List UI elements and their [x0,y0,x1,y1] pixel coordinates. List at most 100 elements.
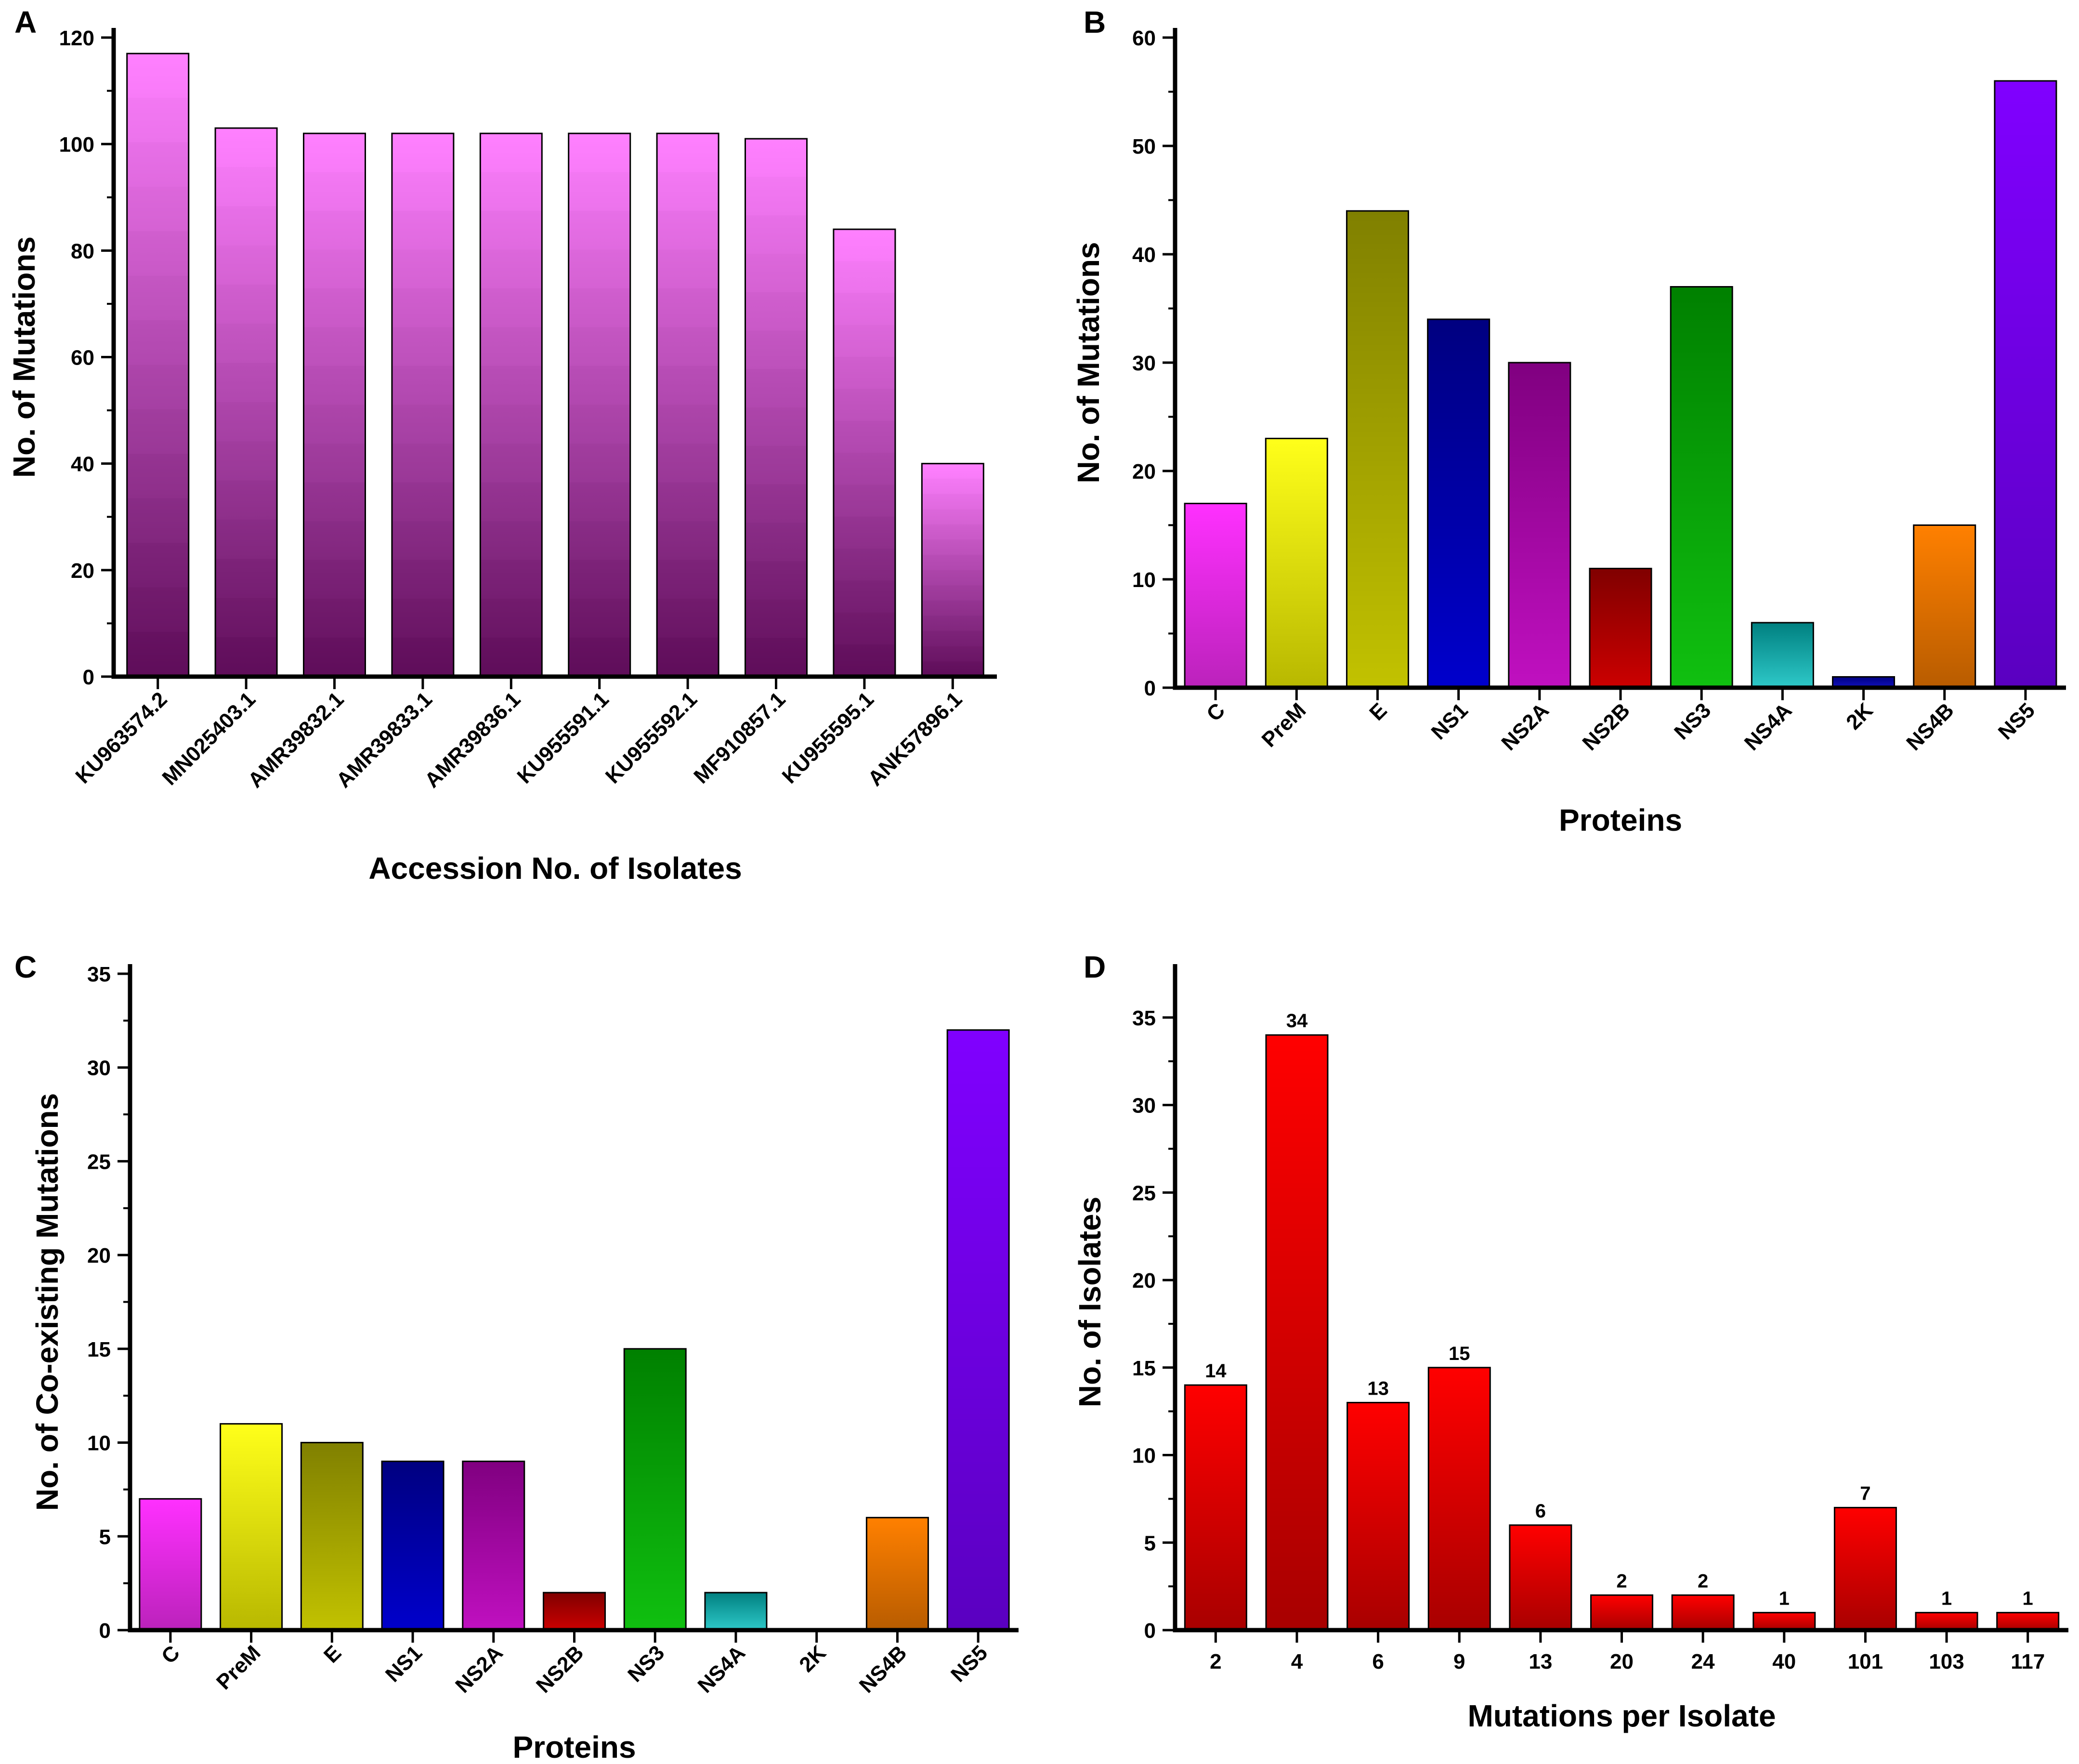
y-tick-label: 0 [1144,677,1156,700]
x-tick-label: AMR39836.1 [420,687,525,792]
x-tick-label: NS4A [693,1641,750,1698]
x-tick-label: 9 [1453,1650,1465,1673]
bar-4 [1265,1034,1329,1631]
data-label: 7 [1860,1483,1870,1504]
bar-ns4a [704,1592,768,1631]
x-tick-label: KU955592.1 [601,687,702,788]
bar-9 [1427,1367,1491,1631]
x-tick-label: PreM [1257,698,1311,752]
y-tick-label: 30 [87,1057,111,1080]
x-tick-label: NS1 [381,1641,427,1686]
y-tick-label: 20 [87,1244,111,1267]
data-label: 15 [1449,1343,1470,1364]
x-tick-label: NS1 [1427,698,1473,744]
x-tick-label: E [319,1641,346,1667]
panel-letter: C [14,950,37,984]
y-tick-label: 30 [1132,1094,1156,1118]
x-tick-label: C [157,1641,184,1668]
y-tick-label: 10 [1132,1444,1156,1468]
x-tick-label: 40 [1772,1650,1796,1673]
y-tick-label: 60 [1132,26,1156,50]
y-tick-label: 80 [71,239,94,263]
bar-ns3 [623,1348,687,1631]
bar-amr39836-1 [479,132,543,678]
x-tick-label: 13 [1529,1650,1552,1673]
data-label: 1 [2023,1588,2033,1609]
y-tick-label: 10 [87,1432,111,1455]
x-tick-label: NS4A [1740,698,1797,755]
y-tick-label: 10 [1132,568,1156,592]
y-axis-title: No. of Isolates [1072,1197,1107,1407]
panel-b: B 0 10 20 30 40 50 60 C PreM E NS1 NS2A NS2B NS3 NS4A 2K… [1071,5,2066,837]
bar-amr39833-1 [391,132,455,678]
y-tick-label: 20 [1132,1269,1156,1293]
panel-letter: B [1084,5,1106,39]
x-tick-label: NS2B [1578,698,1634,755]
data-label: 13 [1367,1378,1389,1399]
bar-103 [1915,1612,1978,1631]
data-label: 34 [1286,1010,1308,1032]
panel-letter: A [14,5,37,39]
y-tick-label: 5 [99,1525,111,1549]
bar-e [300,1442,364,1631]
x-tick-label: E [1365,698,1391,725]
y-tick-label: 25 [87,1150,111,1174]
x-tick-label: KU955595.1 [778,687,878,788]
panel-letter: D [1084,950,1106,984]
bar-ns1 [381,1461,445,1631]
x-tick-label: 20 [1610,1650,1634,1673]
bar-24 [1671,1594,1735,1631]
x-tick-label: NS2B [532,1641,588,1698]
x-tick-label: 2 [1210,1650,1221,1673]
y-tick-label: 25 [1132,1181,1156,1205]
data-label: 2 [1698,1570,1708,1592]
bar-ns2b [543,1592,606,1631]
y-tick-label: 5 [1144,1531,1156,1555]
x-tick-label: 101 [1848,1650,1883,1673]
x-tick-label: 2K [795,1641,831,1677]
bar-mn025403-1 [214,127,278,678]
bar-c [139,1498,202,1631]
bar-amr39832-1 [303,132,366,678]
bar-ns2a [462,1461,525,1631]
y-tick-label: 40 [71,453,94,476]
bar-mf910857-1 [745,138,808,678]
bar-ns4a [1751,622,1814,689]
x-tick-label: 4 [1291,1650,1303,1673]
x-tick-label: 2K [1842,698,1878,734]
y-tick-label: 20 [71,559,94,583]
y-tick-label: 30 [1132,352,1156,375]
x-tick-label: NS2A [451,1641,508,1698]
bar-ns4b [1913,524,1976,689]
bar-ns2a [1508,362,1571,689]
y-tick-label: 100 [59,133,94,157]
x-tick-label: ANK57896.1 [863,687,967,791]
y-tick-label: 0 [83,666,94,689]
x-tick-label: PreM [212,1641,265,1694]
x-tick-label: 117 [2011,1650,2045,1673]
bar-ku955592-1 [656,132,719,678]
x-axis-title: Accession No. of Isolates [368,851,742,886]
y-tick-label: 120 [59,26,94,50]
x-tick-label: NS5 [1994,698,2040,744]
x-tick-label: NS3 [623,1641,669,1686]
y-tick-label: 50 [1132,135,1156,158]
data-label: 1 [1941,1588,1952,1609]
bar-c [1184,503,1247,689]
y-axis-title: No. of Mutations [1071,242,1106,483]
y-tick-label: 20 [1132,460,1156,483]
y-tick-label: 60 [71,346,94,370]
x-tick-label: NS4B [1902,698,1959,755]
x-tick-label: MF910857.1 [689,687,790,788]
x-axis-title: Mutations per Isolate [1467,1699,1776,1733]
bar-ns5 [1994,80,2057,689]
bar-ns4b [865,1516,929,1631]
x-tick-label: NS2A [1497,698,1554,755]
x-axis-title: Proteins [1559,803,1682,837]
x-tick-label: 6 [1372,1650,1384,1673]
y-tick-label: 0 [99,1619,111,1643]
x-tick-label: NS5 [946,1641,992,1686]
bar-2 [1184,1384,1247,1631]
bar-ns5 [946,1029,1010,1631]
